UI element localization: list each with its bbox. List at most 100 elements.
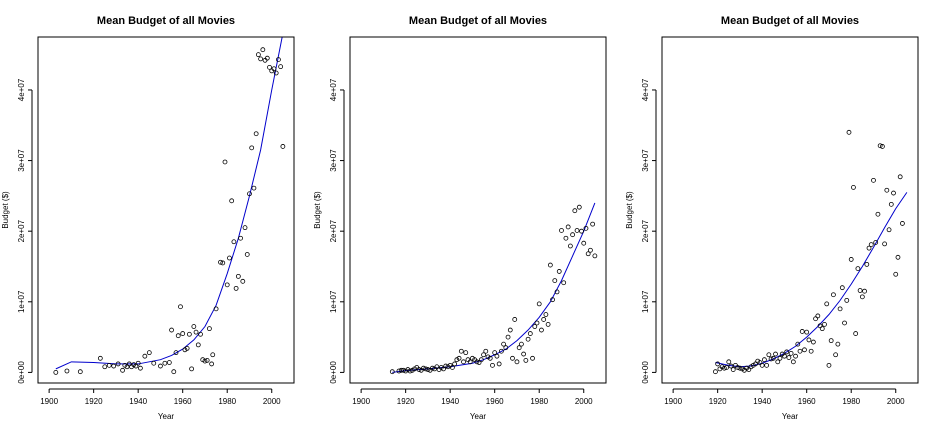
panel-3-y-tick-label: 1e+07 (641, 290, 650, 313)
panel-1-data-point (227, 255, 232, 261)
panel-1-x-tick-label: 1960 (174, 397, 192, 406)
panel-3-data-point (884, 187, 890, 193)
panel-1-data-point (244, 252, 250, 257)
panel-3-data-point (866, 245, 872, 251)
panel-1-data-point (184, 345, 190, 351)
panel-2-marks (389, 202, 598, 375)
panel-2-data-point (525, 336, 531, 342)
panel-1-data-point (189, 366, 195, 372)
panel-2-data-point (492, 350, 498, 356)
panel-1-data-point (204, 357, 210, 363)
panel-3-data-point (804, 329, 810, 335)
panel-3-y-tick-label: 4e+07 (641, 78, 650, 101)
panel-2-data-point (516, 345, 522, 351)
panel-3-y-tick-label: 3e+07 (641, 149, 650, 172)
panel-2-data-point (467, 359, 473, 365)
panel-3-data-point (822, 321, 827, 327)
panel-2-x-tick-label: 1920 (397, 397, 415, 406)
panel-3-y-tick-label: 2e+07 (641, 219, 650, 242)
panel-3-data-point (819, 326, 825, 332)
panel-1-data-point (251, 185, 257, 191)
panel-1-title: Mean Budget of all Movies (97, 15, 235, 27)
panel-1-x-tick-label: 1980 (218, 397, 236, 406)
panel-2-data-point (461, 359, 466, 365)
panel-2-data-point (530, 355, 535, 361)
panel-3-data-point (848, 257, 854, 262)
panel-2-data-point (425, 367, 431, 372)
panel-2-data-point (550, 297, 555, 303)
panel-2-data-point (401, 367, 406, 373)
panel-2-data-point (541, 317, 547, 322)
panel-2-data-point (474, 359, 480, 365)
panel-3-data-point (782, 353, 787, 359)
panel-3-data-point (721, 365, 727, 371)
panel-2-data-point (556, 269, 562, 274)
panel-1-data-point (210, 352, 216, 358)
panel-3-data-point (891, 190, 896, 196)
panel-2-data-point (576, 204, 582, 210)
panel-3-data-point (715, 361, 721, 367)
panel-3-data-point (826, 362, 832, 368)
panel-2-data-point (590, 221, 596, 227)
panel-3-title: Mean Budget of all Movies (721, 15, 859, 27)
panel-2-data-point (543, 312, 549, 317)
panel-3-xlabel: Year (782, 412, 799, 421)
panel-2-data-point (494, 353, 500, 359)
panel-3-data-point (886, 227, 892, 233)
panel-2-data-point (581, 240, 587, 246)
panel-2-data-point (396, 368, 402, 374)
panel-3-data-point (824, 301, 830, 307)
panel-1-data-point (238, 235, 243, 241)
panel-1-data-point (207, 326, 212, 332)
panel-2-data-point (463, 350, 469, 356)
panel-1-data-point (278, 64, 284, 70)
panel-2-title: Mean Budget of all Movies (409, 15, 547, 27)
panel-1-data-point (222, 159, 228, 165)
panel-2: Mean Budget of all Movies Year Budget ($… (313, 15, 607, 421)
panel-3-data-point (724, 365, 729, 370)
panel-3-data-point (735, 365, 741, 370)
panel-3-data-point (815, 313, 821, 319)
panel-3-x-tick-label: 1900 (664, 397, 682, 406)
panel-2-data-point (514, 359, 520, 365)
panel-1-data-point (173, 350, 179, 356)
panel-3-data-point (864, 261, 870, 267)
panel-3-data-point (730, 367, 736, 372)
panel-3-data-point (879, 144, 885, 149)
panel-3-data-point (842, 320, 847, 326)
panel-1-data-point (162, 360, 168, 366)
panel-2-data-point (527, 331, 533, 336)
panel-2-data-point (398, 367, 404, 373)
panel-3-data-point (877, 143, 883, 149)
panel-3: Mean Budget of all Movies Year Budget ($… (625, 15, 919, 421)
panel-1-x-tick-label: 1900 (40, 397, 58, 406)
panel-1-data-point (64, 368, 70, 374)
panel-1-data-point (247, 191, 252, 197)
panel-2-data-point (449, 365, 455, 370)
panel-1-ticks: 1900 1920 1940 1960 1980 2000 0e+00 1e+07 2e+07 3… (17, 78, 281, 406)
panel-3-x-tick-label: 1920 (709, 397, 727, 406)
panel-3-data-point (851, 184, 856, 190)
panel-3-data-point (770, 355, 776, 361)
panel-1-data-point (249, 145, 255, 151)
panel-3-data-point (790, 359, 796, 365)
panel-1-data-point (255, 52, 261, 58)
panel-2-data-point (507, 327, 513, 333)
panel-1-data-point (146, 350, 152, 356)
panel-2-y-tick-label: 0e+00 (329, 361, 338, 384)
panel-2-data-point (532, 324, 538, 329)
panel-2-data-point (554, 289, 560, 295)
panel-1-frame (37, 36, 295, 384)
panel-2-x-tick-label: 2000 (575, 397, 593, 406)
panel-3-data-point (793, 353, 798, 359)
panel-2-y-tick-label: 3e+07 (329, 149, 338, 172)
panel-1-data-point (233, 285, 239, 291)
panel-3-data-point (888, 201, 894, 207)
panel-3-data-point (873, 240, 879, 245)
panel-3-data-point (839, 285, 845, 291)
panel-1-data-point (115, 361, 121, 367)
panel-3-data-point (853, 331, 859, 336)
panel-2-frame (349, 36, 607, 384)
panel-2-data-point (503, 345, 509, 351)
panel-1-data-point (166, 360, 172, 365)
